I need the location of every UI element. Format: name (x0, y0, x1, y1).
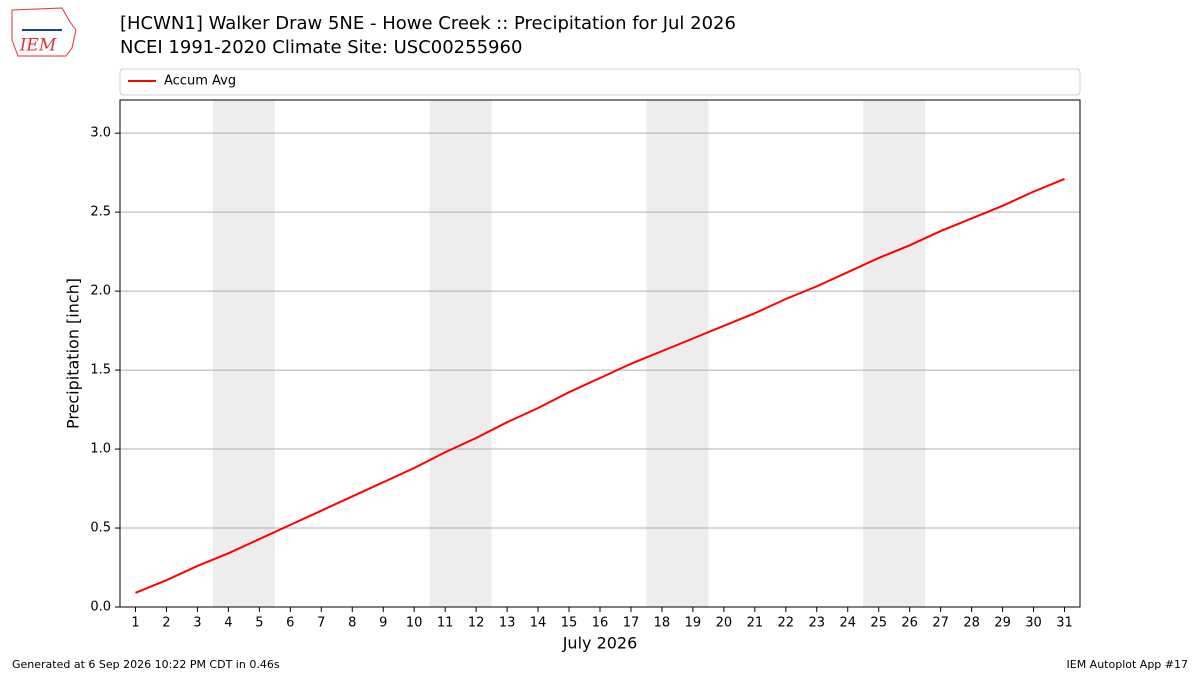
x-tick-label: 15 (561, 616, 578, 631)
chart-subtitle: NCEI 1991-2020 Climate Site: USC00255960 (120, 37, 522, 58)
x-tick-label: 27 (932, 616, 949, 631)
plot-frame (119, 99, 1081, 608)
x-tick-label: 18 (654, 616, 671, 631)
y-tick-label: 2.5 (90, 205, 111, 220)
x-tick-label: 20 (716, 616, 733, 631)
legend-box (119, 68, 1081, 96)
x-tick-label: 29 (994, 616, 1011, 631)
y-tick-label: 1.5 (90, 363, 111, 378)
y-tick-label: 0.0 (90, 600, 111, 615)
x-tick-label: 21 (747, 616, 764, 631)
x-tick-label: 22 (778, 616, 795, 631)
x-tick-label: 3 (193, 616, 201, 631)
x-tick-label: 11 (437, 616, 454, 631)
data-line (135, 178, 1065, 594)
chart-title: [HCWN1] Walker Draw 5NE - Howe Creek :: … (120, 13, 736, 34)
x-tick-label: 2 (162, 616, 170, 631)
x-tick-label: 13 (499, 616, 516, 631)
x-tick-label: 5 (255, 616, 263, 631)
x-tick-label: 31 (1056, 616, 1073, 631)
y-tick-label: 0.5 (90, 521, 111, 536)
x-tick-label: 25 (870, 616, 887, 631)
x-tick-label: 4 (224, 616, 232, 631)
x-tick-label: 24 (839, 616, 856, 631)
footer-left: Generated at 6 Sep 2026 10:22 PM CDT in … (12, 658, 280, 671)
x-tick-label: 30 (1025, 616, 1042, 631)
x-tick-label: 17 (623, 616, 640, 631)
x-tick-label: 9 (379, 616, 387, 631)
x-tick-label: 14 (530, 616, 547, 631)
y-tick-label: 2.0 (90, 284, 111, 299)
x-tick-label: 8 (348, 616, 356, 631)
weekend-shade (212, 100, 275, 607)
x-tick-label: 23 (809, 616, 826, 631)
x-tick-label: 19 (685, 616, 702, 631)
x-axis-label: July 2026 (562, 634, 638, 653)
x-tick-label: 6 (286, 616, 294, 631)
legend-label: Accum Avg (164, 74, 236, 89)
weekend-shade (429, 100, 492, 607)
x-tick-label: 7 (317, 616, 325, 631)
x-tick-label: 12 (468, 616, 485, 631)
x-tick-label: 1 (131, 616, 139, 631)
y-tick-label: 1.0 (90, 442, 111, 457)
logo-outline (11, 7, 77, 57)
logo-text: IEM (19, 36, 57, 56)
logo: IEM (11, 7, 77, 57)
footer-right: IEM Autoplot App #17 (1067, 658, 1189, 671)
x-tick-label: 28 (963, 616, 980, 631)
x-tick-label: 26 (901, 616, 918, 631)
y-tick-label: 3.0 (90, 126, 111, 141)
y-axis-label: Precipitation [inch] (64, 278, 83, 429)
x-tick-label: 16 (592, 616, 609, 631)
x-tick-label: 10 (406, 616, 423, 631)
weekend-shade (863, 100, 926, 607)
